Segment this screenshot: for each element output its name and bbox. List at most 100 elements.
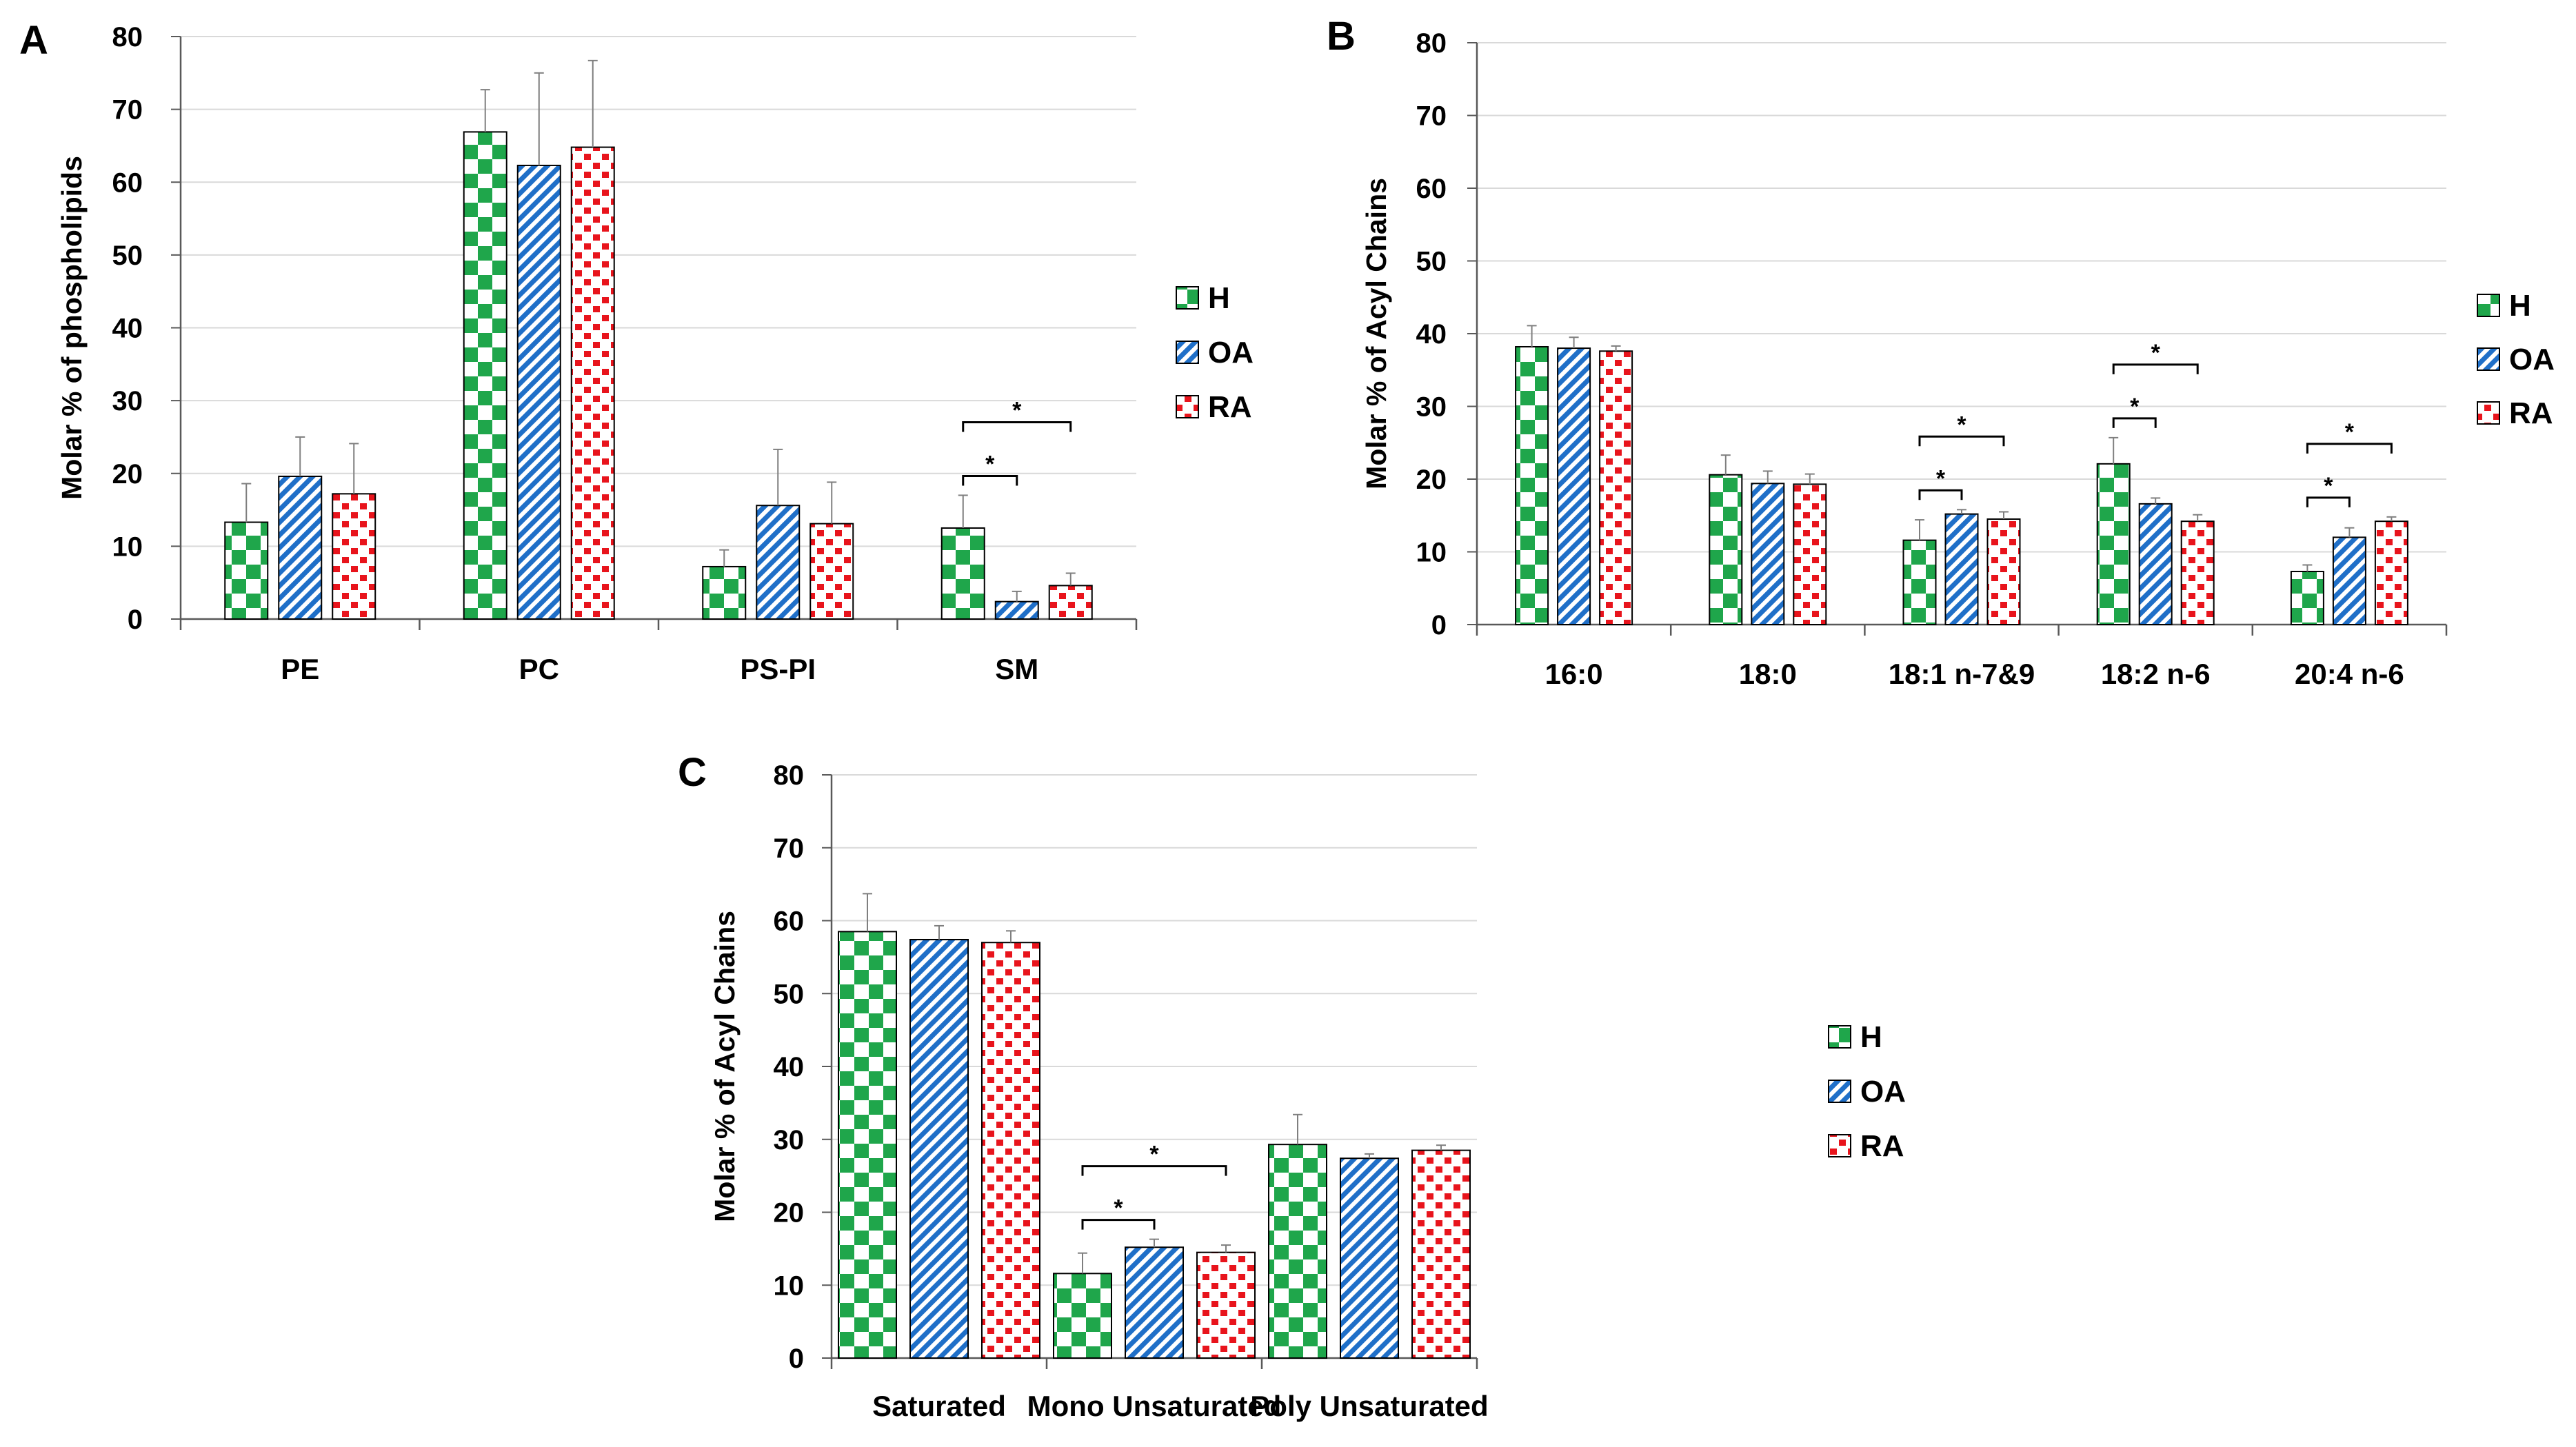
bar-ra-18-1-n-7-9	[1986, 518, 2021, 626]
bar-ra-mono-unsaturated	[1196, 1251, 1256, 1359]
bar-h-pe	[224, 521, 269, 620]
significance-star: *	[2345, 419, 2355, 445]
bar-oa-ps-pi	[756, 505, 801, 620]
y-tick-label: 50	[112, 241, 143, 271]
y-tick-label: 40	[1416, 319, 1447, 350]
y-tick-label: 60	[774, 907, 805, 937]
y-tick-label: 50	[774, 979, 805, 1009]
x-category-label-saturated: Saturated	[872, 1390, 1006, 1422]
panel-letter: B	[1327, 14, 1356, 59]
legend-label-h: H	[2509, 289, 2531, 323]
y-tick-label: 0	[789, 1344, 804, 1374]
y-axis-label: Molar % of phospholipids	[56, 156, 88, 500]
x-category-label-18-1-n-7-9: 18:1 n-7&9	[1889, 658, 2035, 690]
legend-label-oa: OA	[2509, 343, 2555, 376]
bar-h-16-0	[1515, 345, 1549, 625]
bar-h-18-2-n-6	[2096, 463, 2131, 625]
significance-star: *	[2151, 340, 2161, 366]
y-tick-label: 30	[112, 386, 143, 416]
x-category-label-sm: SM	[995, 653, 1038, 685]
bar-ra-sm	[1048, 585, 1093, 620]
y-tick-label: 30	[1416, 392, 1447, 423]
y-tick-label: 20	[112, 459, 143, 489]
bar-ra-ps-pi	[809, 523, 854, 620]
panel-c: C 0 10 20 30 40 50 60 70 80 Molar % of Acyl Chains…	[678, 750, 1906, 1422]
bar-oa-16-0	[1557, 347, 1591, 625]
bar-ra-poly-unsaturated	[1411, 1149, 1471, 1359]
legend-label-oa: OA	[1860, 1075, 1906, 1109]
panel-letter: C	[678, 750, 707, 795]
bar-oa-pe	[278, 475, 323, 620]
legend-label-ra: RA	[2509, 396, 2553, 430]
legend-swatch-oa	[1828, 1080, 1851, 1103]
significance-bracket	[2112, 363, 2199, 374]
y-tick-label: 70	[774, 833, 805, 864]
y-axis-label: Molar % of Acyl Chains	[1360, 178, 1392, 489]
y-tick-label: 40	[774, 1052, 805, 1082]
bar-oa-20-4-n-6	[2332, 536, 2366, 626]
legend-label-h: H	[1208, 281, 1230, 315]
bar-ra-saturated	[981, 942, 1040, 1359]
significance-star: *	[2324, 473, 2333, 499]
y-axis-label: Molar % of Acyl Chains	[709, 911, 741, 1222]
significance-bracket	[2306, 443, 2393, 454]
x-category-label-mono-unsaturated: Mono Unsaturated	[1027, 1390, 1282, 1422]
significance-bracket	[2306, 496, 2351, 507]
legend-label-ra: RA	[1208, 390, 1252, 424]
bar-oa-mono-unsaturated	[1125, 1246, 1184, 1359]
significance-star: *	[2130, 394, 2140, 420]
y-tick-label: 80	[774, 760, 805, 791]
x-category-label-pc: PC	[519, 653, 559, 685]
panel-letter: A	[19, 18, 48, 63]
panel-b: B 0 10 20 30 40 50 60 70 80 Molar % of Acyl Chains…	[1327, 14, 2555, 690]
legend-swatch-ra	[1176, 395, 1199, 418]
bar-oa-poly-unsaturated	[1340, 1157, 1399, 1359]
bar-h-18-0	[1709, 474, 1743, 625]
y-tick-label: 60	[112, 168, 143, 198]
bar-oa-pc	[516, 164, 561, 620]
y-tick-label: 0	[1431, 610, 1447, 640]
y-tick-label: 20	[774, 1198, 805, 1228]
bar-ra-20-4-n-6	[2374, 520, 2408, 625]
bar-h-mono-unsaturated	[1053, 1273, 1112, 1359]
bar-ra-18-0	[1793, 483, 1827, 626]
bar-oa-sm	[994, 600, 1039, 620]
y-tick-label: 60	[1416, 174, 1447, 204]
x-category-label-20-4-n-6: 20:4 n-6	[2295, 658, 2404, 690]
significance-bracket	[962, 474, 1018, 486]
significance-star: *	[1012, 397, 1022, 423]
legend-swatch-h	[2477, 294, 2500, 317]
y-tick-label: 80	[112, 22, 143, 52]
bar-ra-pc	[570, 146, 615, 620]
bar-ra-16-0	[1599, 350, 1633, 625]
significance-bracket	[962, 421, 1072, 432]
significance-bracket	[1918, 435, 2005, 447]
significance-bracket	[1081, 1165, 1227, 1176]
bar-h-pc	[463, 131, 507, 620]
significance-bracket	[1081, 1219, 1156, 1230]
significance-star: *	[985, 451, 995, 477]
y-tick-label: 70	[112, 95, 143, 125]
bar-h-18-1-n-7-9	[1902, 539, 1937, 625]
bar-oa-saturated	[909, 938, 969, 1359]
y-tick-label: 20	[1416, 465, 1447, 495]
y-tick-label: 0	[128, 605, 143, 635]
bar-h-saturated	[838, 931, 897, 1359]
x-category-label-poly-unsaturated: Poly Unsaturated	[1250, 1390, 1488, 1422]
legend-label-ra: RA	[1860, 1129, 1904, 1163]
panel-a: A 0 10 20 30 40 50 60 70 80 Molar % of phospholipi…	[19, 18, 1254, 685]
x-category-label-pe: PE	[281, 653, 319, 685]
significance-star: *	[1957, 412, 1966, 438]
legend-swatch-ra	[2477, 401, 2500, 425]
y-tick-label: 10	[774, 1271, 805, 1301]
legend-swatch-h	[1176, 286, 1199, 310]
y-tick-label: 70	[1416, 101, 1447, 132]
bar-h-sm	[940, 527, 985, 620]
legend-swatch-h	[1828, 1025, 1851, 1049]
significance-bracket	[2112, 417, 2157, 428]
x-category-label-16-0: 16:0	[1545, 658, 1603, 690]
y-tick-label: 40	[112, 314, 143, 344]
bar-h-poly-unsaturated	[1268, 1144, 1327, 1359]
x-category-label-18-2-n-6: 18:2 n-6	[2101, 658, 2211, 690]
